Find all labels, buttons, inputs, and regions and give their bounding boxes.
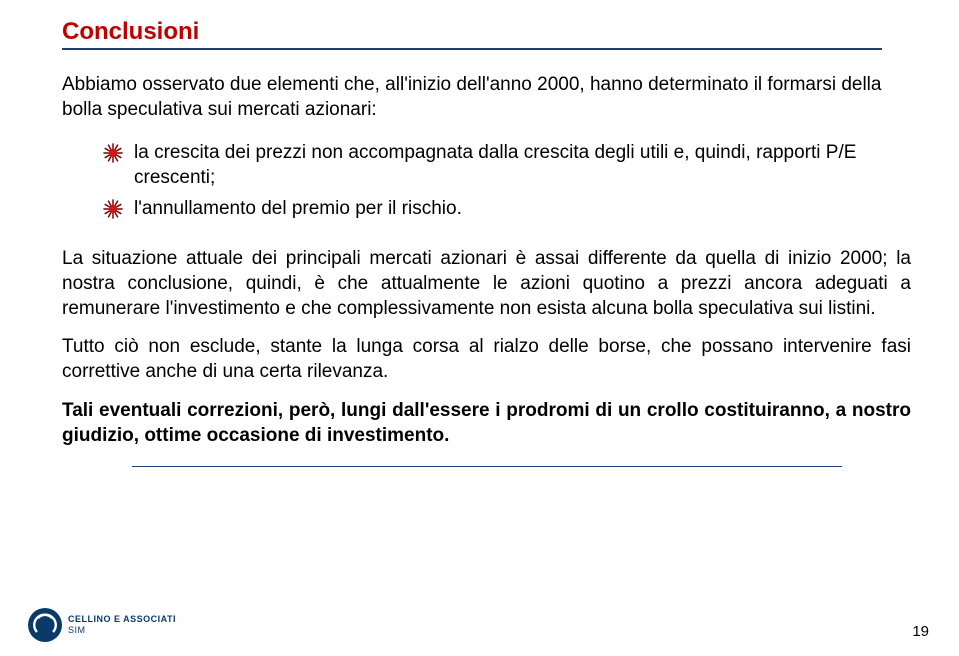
logo-text: CELLINO E ASSOCIATI SIM	[68, 615, 176, 635]
page-number: 19	[912, 623, 929, 640]
starburst-icon	[102, 198, 124, 220]
separator-line	[132, 466, 842, 467]
page-title: Conclusioni	[62, 18, 911, 46]
bullet-text: la crescita dei prezzi non accompagnata …	[134, 140, 911, 190]
starburst-icon	[102, 142, 124, 164]
logo-mark	[28, 608, 62, 642]
bullet-list: la crescita dei prezzi non accompagnata …	[102, 140, 911, 221]
title-underline	[62, 48, 882, 50]
logo-line2: SIM	[68, 626, 176, 635]
logo-line1: CELLINO E ASSOCIATI	[68, 615, 176, 624]
bullet-item: la crescita dei prezzi non accompagnata …	[102, 140, 911, 190]
bullet-text: l'annullamento del premio per il rischio…	[134, 196, 462, 221]
bullet-item: l'annullamento del premio per il rischio…	[102, 196, 911, 221]
footer-logo: CELLINO E ASSOCIATI SIM	[28, 608, 176, 642]
logo-arc-icon	[32, 612, 58, 638]
body-paragraph: Tali eventuali correzioni, però, lungi d…	[62, 399, 911, 448]
body-paragraph: La situazione attuale dei principali mer…	[62, 247, 911, 321]
intro-paragraph: Abbiamo osservato due elementi che, all'…	[62, 72, 911, 122]
body-paragraph: Tutto ciò non esclude, stante la lunga c…	[62, 335, 911, 384]
